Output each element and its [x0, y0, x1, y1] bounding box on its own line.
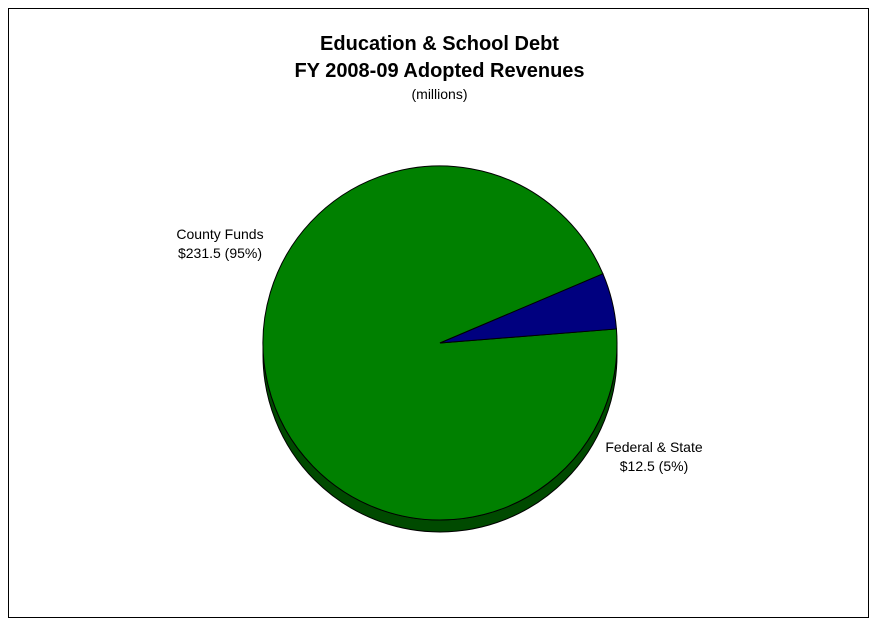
pie-labels-group: County Funds $231.5 (95%) Federal & State $…: [176, 226, 702, 474]
slice-label-value-0: $231.5 (95%): [178, 245, 262, 261]
chart-title-line-2: FY 2008-09 Adopted Revenues: [294, 60, 585, 82]
chart-title-block: Education & School Debt FY 2008-09 Adopt…: [9, 31, 870, 103]
slice-label-value-1: $12.5 (5%): [620, 458, 688, 474]
slice-label-name-0: County Funds: [176, 226, 263, 242]
chart-title-line-1: Education & School Debt: [320, 33, 559, 55]
slice-label-name-1: Federal & State: [605, 439, 702, 455]
pie-top-group: [262, 165, 618, 521]
chart-subtitle: (millions): [411, 86, 468, 102]
pie-slice-federal-state: [439, 273, 617, 344]
